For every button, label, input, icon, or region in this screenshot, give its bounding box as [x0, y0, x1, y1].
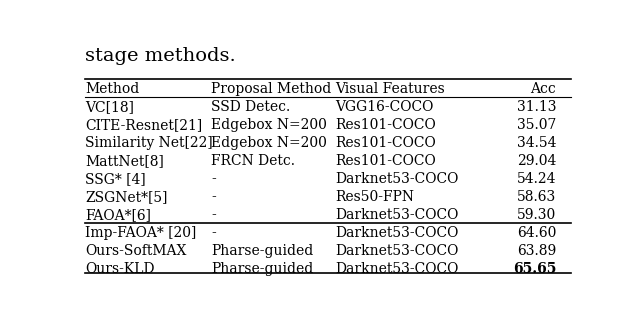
Text: FAOA*[6]: FAOA*[6] — [85, 208, 151, 222]
Text: Edgebox N=200: Edgebox N=200 — [211, 136, 327, 150]
Text: VC[18]: VC[18] — [85, 100, 134, 114]
Text: 65.65: 65.65 — [513, 262, 556, 276]
Text: Acc: Acc — [531, 82, 556, 96]
Text: Edgebox N=200: Edgebox N=200 — [211, 118, 327, 132]
Text: 29.04: 29.04 — [516, 154, 556, 168]
Text: 31.13: 31.13 — [516, 100, 556, 114]
Text: 59.30: 59.30 — [517, 208, 556, 222]
Text: Pharse-guided: Pharse-guided — [211, 244, 314, 258]
Text: Darknet53-COCO: Darknet53-COCO — [335, 226, 459, 240]
Text: Method: Method — [85, 82, 140, 96]
Text: Similarity Net[22]: Similarity Net[22] — [85, 136, 212, 150]
Text: FRCN Detc.: FRCN Detc. — [211, 154, 296, 168]
Text: Pharse-guided: Pharse-guided — [211, 262, 314, 276]
Text: 64.60: 64.60 — [516, 226, 556, 240]
Text: Res50-FPN: Res50-FPN — [335, 190, 415, 204]
Text: MattNet[8]: MattNet[8] — [85, 154, 164, 168]
Text: Res101-COCO: Res101-COCO — [335, 136, 436, 150]
Text: Proposal Method: Proposal Method — [211, 82, 332, 96]
Text: SSD Detec.: SSD Detec. — [211, 100, 291, 114]
Text: 34.54: 34.54 — [516, 136, 556, 150]
Text: -: - — [211, 190, 216, 204]
Text: Imp-FAOA* [20]: Imp-FAOA* [20] — [85, 226, 196, 240]
Text: -: - — [211, 226, 216, 240]
Text: VGG16-COCO: VGG16-COCO — [335, 100, 434, 114]
Text: Darknet53-COCO: Darknet53-COCO — [335, 244, 459, 258]
Text: 54.24: 54.24 — [516, 172, 556, 186]
Text: Res101-COCO: Res101-COCO — [335, 118, 436, 132]
Text: Darknet53-COCO: Darknet53-COCO — [335, 208, 459, 222]
Text: CITE-Resnet[21]: CITE-Resnet[21] — [85, 118, 202, 132]
Text: -: - — [211, 172, 216, 186]
Text: 63.89: 63.89 — [517, 244, 556, 258]
Text: Ours-SoftMAX: Ours-SoftMAX — [85, 244, 186, 258]
Text: Darknet53-COCO: Darknet53-COCO — [335, 172, 459, 186]
Text: ZSGNet*[5]: ZSGNet*[5] — [85, 190, 168, 204]
Text: 35.07: 35.07 — [516, 118, 556, 132]
Text: -: - — [211, 208, 216, 222]
Text: 58.63: 58.63 — [517, 190, 556, 204]
Text: Res101-COCO: Res101-COCO — [335, 154, 436, 168]
Text: Ours-KLD: Ours-KLD — [85, 262, 154, 276]
Text: stage methods.: stage methods. — [85, 47, 236, 65]
Text: Darknet53-COCO: Darknet53-COCO — [335, 262, 459, 276]
Text: SSG* [4]: SSG* [4] — [85, 172, 146, 186]
Text: Visual Features: Visual Features — [335, 82, 445, 96]
